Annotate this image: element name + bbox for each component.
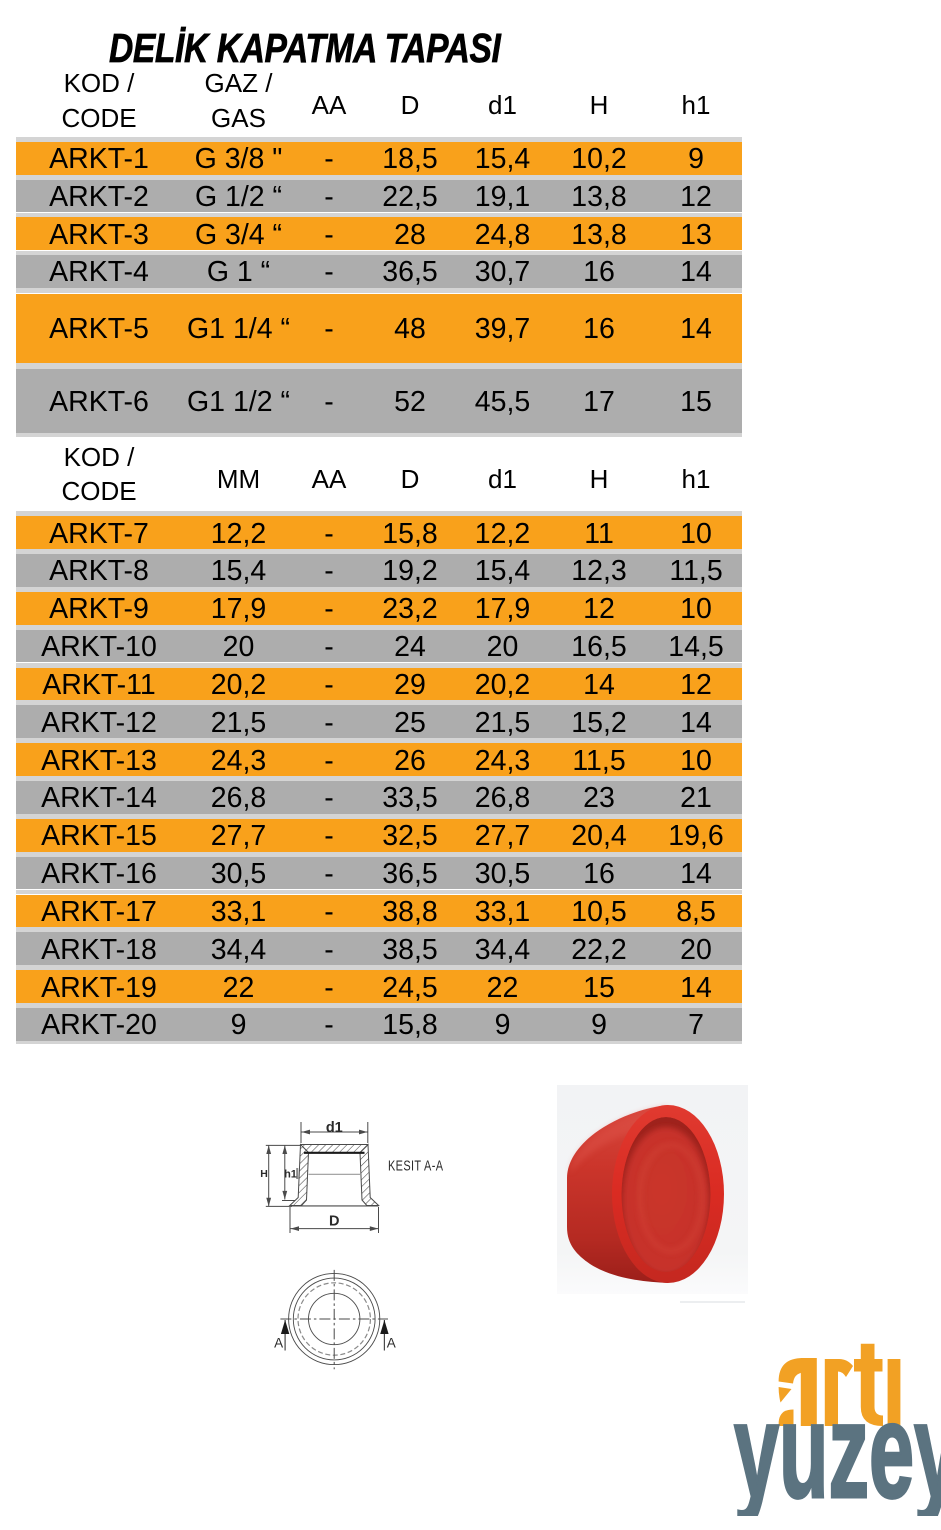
svg-text:KESIT A-A: KESIT A-A [388, 1157, 443, 1174]
svg-text:H: H [260, 1168, 268, 1180]
svg-text:yuzey: yuzey [734, 1375, 941, 1516]
svg-text:A: A [274, 1336, 283, 1351]
svg-text:D: D [329, 1214, 339, 1230]
svg-text:h1: h1 [284, 1169, 297, 1181]
svg-text:A: A [387, 1336, 396, 1351]
svg-text:d1: d1 [326, 1120, 343, 1136]
